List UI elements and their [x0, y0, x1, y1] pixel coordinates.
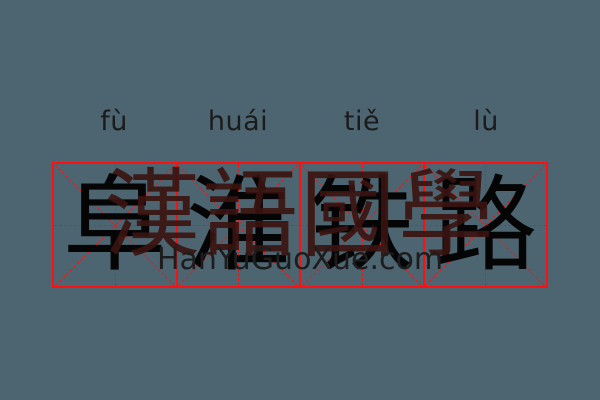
- hanzi-character-1: 阜: [62, 164, 167, 286]
- hanzi-character-4: 路: [433, 164, 538, 286]
- character-grid: 阜 淮 铁 路: [52, 162, 548, 288]
- grid-cell-2: 淮: [177, 164, 301, 286]
- hanzi-character-2: 淮: [186, 164, 291, 286]
- pinyin-row: fù huái tiě lù: [52, 98, 548, 144]
- pinyin-syllable-1: fù: [100, 105, 128, 137]
- pinyin-syllable-3: tiě: [343, 105, 381, 137]
- grid-cell-1: 阜: [54, 164, 178, 286]
- pinyin-syllable-2: huái: [207, 105, 269, 137]
- grid-cell-3: 铁: [301, 164, 425, 286]
- pinyin-syllable-4: lù: [473, 105, 499, 137]
- grid-cell-4: 路: [424, 164, 546, 286]
- hanzi-character-3: 铁: [309, 164, 414, 286]
